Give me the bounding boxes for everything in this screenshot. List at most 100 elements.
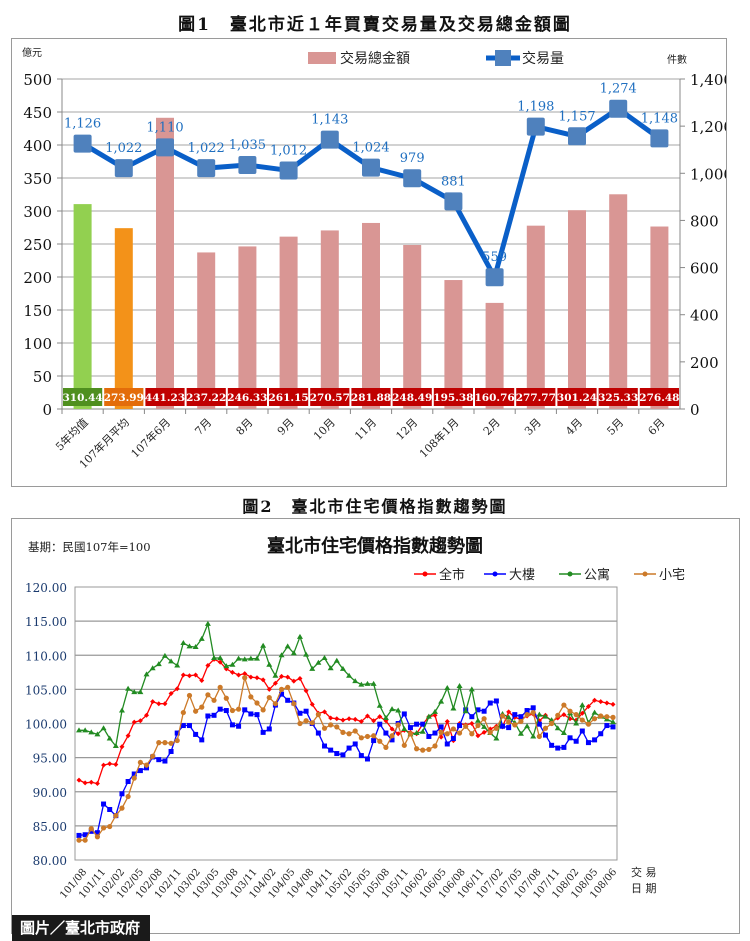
amount-data-label (351, 388, 391, 406)
svg-text:小宅: 小宅 (659, 568, 685, 583)
svg-text:273.99: 273.99 (104, 392, 144, 404)
svg-text:250: 250 (23, 236, 52, 254)
count-marker (609, 99, 628, 118)
svg-text:310.44: 310.44 (63, 392, 103, 404)
svg-text:281.88: 281.88 (351, 392, 391, 404)
svg-text:100: 100 (23, 335, 52, 353)
amount-data-label (269, 388, 309, 406)
amount-data-label (516, 388, 556, 406)
amount-bar (609, 194, 628, 409)
svg-text:1,200: 1,200 (690, 118, 726, 136)
svg-text:301.24: 301.24 (557, 392, 597, 404)
figure2-chart-frame: 基期：民國107年=100 臺北市住宅價格指數趨勢圖 全市 大樓 公寓 小宅 80.00 85… (11, 518, 740, 934)
svg-text:95.00: 95.00 (33, 752, 67, 766)
svg-text:400: 400 (690, 307, 719, 325)
svg-text:500: 500 (23, 71, 52, 89)
svg-text:246.33: 246.33 (227, 392, 267, 404)
amount-bar (526, 225, 545, 409)
amount-data-label (598, 388, 638, 406)
count-marker (568, 127, 586, 146)
count-marker (526, 117, 545, 136)
count-data-label: 1,274 (600, 82, 637, 97)
svg-text:110.00: 110.00 (25, 649, 67, 663)
count-data-label: 1,198 (517, 100, 554, 115)
count-marker (238, 156, 257, 175)
x-axis-label: 交 易 (631, 865, 657, 879)
count-data-label: 1,157 (558, 109, 595, 124)
category-label: 12月 (393, 416, 420, 443)
category-label: 2月 (481, 416, 503, 438)
svg-text:90.00: 90.00 (33, 786, 67, 800)
svg-text:交易總金額: 交易總金額 (340, 50, 410, 67)
amount-data-label (186, 388, 226, 406)
svg-text:600: 600 (690, 260, 719, 278)
count-marker (650, 129, 669, 148)
amount-data-label (63, 388, 103, 406)
amount-bar (444, 280, 463, 409)
svg-text:300: 300 (23, 203, 52, 221)
svg-text:1,000: 1,000 (690, 165, 726, 183)
x-axis-label-2: 日 期 (631, 882, 657, 895)
legend-marker-swatch (495, 50, 511, 66)
svg-text:441.23: 441.23 (145, 392, 185, 404)
svg-text:800: 800 (690, 212, 719, 230)
count-marker (403, 169, 422, 188)
legend-bar-swatch (308, 52, 336, 64)
category-label: 9月 (275, 416, 297, 438)
category-label: 11月 (352, 416, 379, 443)
count-data-label: 1,022 (188, 141, 225, 156)
amount-bar (568, 210, 586, 409)
count-data-label: 1,143 (311, 113, 348, 128)
figure2-title: 圖2 臺北市住宅價格指數趨勢圖 (242, 497, 508, 516)
amount-data-label (145, 388, 185, 406)
series-3 (76, 675, 616, 843)
count-data-label: 881 (441, 174, 466, 189)
category-label: 8月 (234, 416, 256, 438)
count-data-label: 1,012 (270, 143, 307, 158)
category-label: 107年6月 (128, 415, 173, 460)
svg-text:248.49: 248.49 (392, 392, 432, 404)
svg-text:50: 50 (33, 368, 52, 386)
count-marker (362, 158, 380, 177)
count-data-label: 979 (400, 151, 425, 166)
amount-bar (114, 228, 133, 409)
count-data-label: 1,148 (641, 111, 678, 126)
amount-bar (197, 252, 216, 409)
count-marker (156, 138, 174, 157)
svg-text:450: 450 (23, 104, 52, 122)
svg-text:115.00: 115.00 (25, 615, 67, 629)
svg-text:400: 400 (23, 137, 52, 155)
svg-text:276.48: 276.48 (639, 392, 679, 404)
svg-text:全市: 全市 (439, 567, 465, 583)
legend-item-2: 公寓 (559, 567, 610, 583)
svg-text:150: 150 (23, 302, 52, 320)
amount-data-label (310, 388, 350, 406)
legend-item-3: 小宅 (634, 568, 685, 583)
amount-bar (73, 204, 92, 409)
legend-item-1: 大樓 (484, 568, 535, 583)
count-marker (320, 130, 339, 149)
legend-amount: 交易總金額 (308, 50, 410, 67)
svg-text:325.33: 325.33 (598, 392, 638, 404)
left-axis-unit: 億元 (22, 46, 42, 59)
category-label: 3月 (522, 416, 544, 438)
svg-text:0: 0 (42, 401, 52, 419)
category-label: 6月 (646, 416, 668, 438)
amount-data-label (557, 388, 597, 406)
amount-bar (238, 246, 257, 409)
svg-text:160.76: 160.76 (475, 392, 515, 404)
svg-text:0: 0 (690, 401, 700, 419)
count-data-label: 1,022 (105, 141, 142, 156)
svg-text:105.00: 105.00 (25, 683, 67, 697)
category-label: 4月 (563, 416, 585, 438)
count-data-label: 1,035 (229, 138, 266, 153)
category-label: 108年1月 (416, 415, 461, 460)
svg-text:大樓: 大樓 (509, 568, 535, 583)
count-marker (279, 161, 298, 180)
category-label: 7月 (192, 416, 214, 438)
count-marker (114, 159, 133, 178)
svg-text:277.77: 277.77 (516, 392, 556, 404)
svg-text:195.38: 195.38 (433, 392, 473, 404)
